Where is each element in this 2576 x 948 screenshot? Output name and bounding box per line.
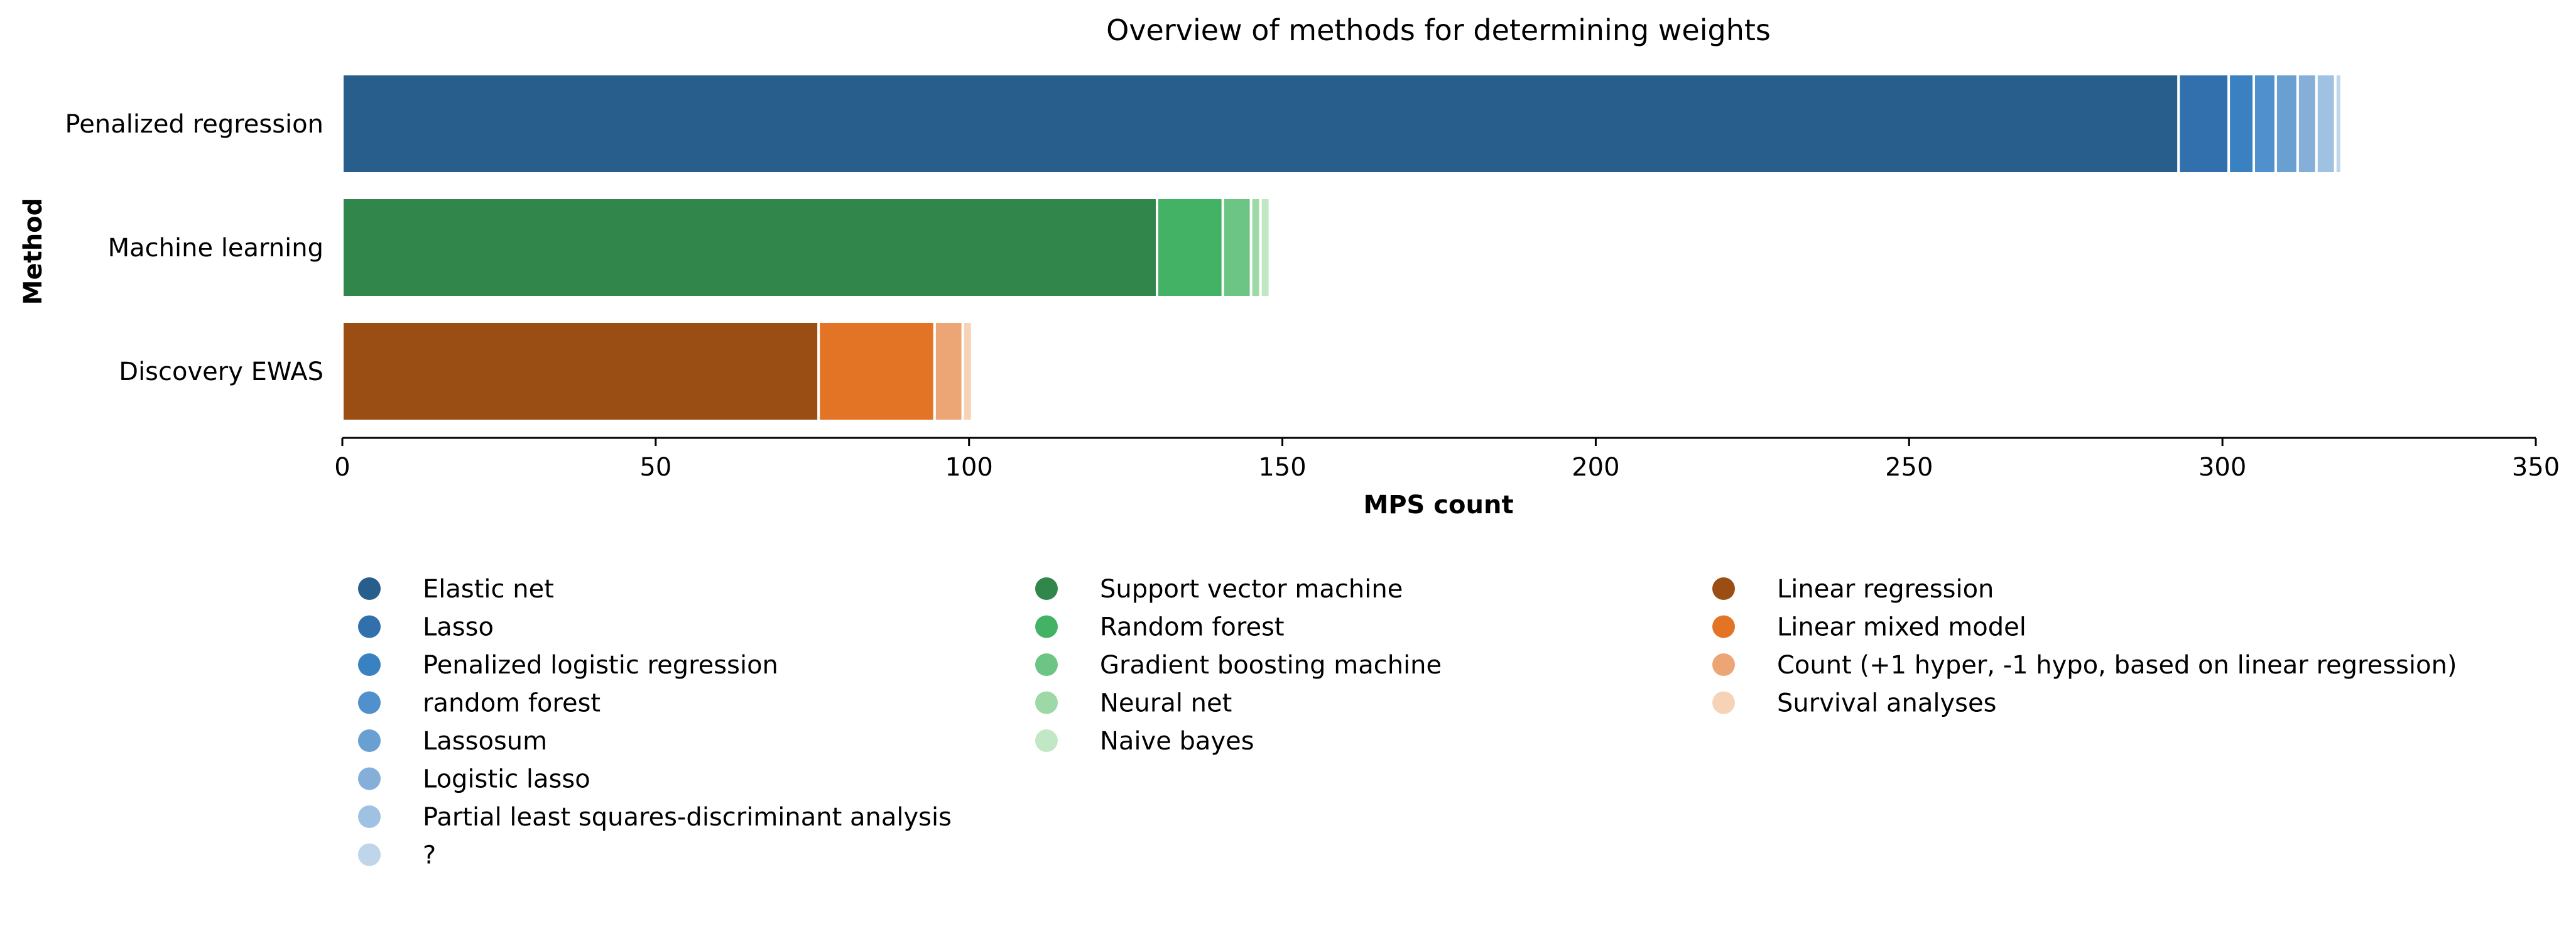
x-tick-label: 100 <box>945 453 993 482</box>
x-tick-label: 50 <box>639 453 671 482</box>
legend-label: Support vector machine <box>1100 575 1403 604</box>
bar-segment <box>2274 73 2299 175</box>
legend-marker <box>1712 691 1735 714</box>
x-axis: 0 50 100 150 200 250 300 350 <box>334 437 2560 482</box>
x-tick-label: 250 <box>1885 453 1933 482</box>
bar-segment <box>1249 197 1262 298</box>
legend-label: Gradient boosting machine <box>1100 651 1442 680</box>
bar-segment <box>933 320 964 422</box>
bars-layer <box>341 73 2343 422</box>
legend-label: Neural net <box>1100 689 1232 718</box>
bar-segment <box>2227 73 2256 175</box>
legend-label: Lassosum <box>423 727 547 756</box>
legend-marker <box>1035 615 1058 638</box>
y-tick-label: Discovery EWAS <box>119 357 323 386</box>
y-axis-label: Method <box>19 198 48 305</box>
legend-marker <box>1035 577 1058 600</box>
legend-label: Penalized logistic regression <box>423 651 778 680</box>
bar-segment <box>341 73 2180 175</box>
legend-marker <box>1035 653 1058 676</box>
legend-marker <box>358 691 381 714</box>
legend-marker <box>358 767 381 790</box>
bar-segment <box>961 320 974 422</box>
legend-marker <box>358 843 381 866</box>
x-tick-label: 200 <box>1572 453 1619 482</box>
y-tick-label: Penalized regression <box>65 110 323 139</box>
bar-segment <box>817 320 936 422</box>
legend-marker <box>358 615 381 638</box>
x-tick-label: 350 <box>2512 453 2560 482</box>
y-tick-label: Machine learning <box>108 234 323 263</box>
legend-marker <box>358 577 381 600</box>
legend-marker <box>358 805 381 828</box>
legend-label: Linear regression <box>1777 575 1994 604</box>
legend-label: ? <box>423 841 436 870</box>
bar-segment <box>1156 197 1224 298</box>
legend-marker <box>1035 691 1058 714</box>
legend-label: Random forest <box>1100 613 1285 642</box>
bar-segment <box>2253 73 2277 175</box>
legend-label: Linear mixed model <box>1777 613 2026 642</box>
bar-segment <box>2315 73 2337 175</box>
legend-label: Logistic lasso <box>423 765 590 794</box>
bar-segment <box>341 320 820 422</box>
legend-marker <box>1712 615 1735 638</box>
legend-label: random forest <box>423 689 601 718</box>
legend-marker <box>1712 653 1735 676</box>
legend-label: Survival analyses <box>1777 689 1996 718</box>
bar-segment <box>2296 73 2318 175</box>
legend-label: Naive bayes <box>1100 727 1254 756</box>
bar-segment <box>2334 73 2343 175</box>
x-tick-label: 150 <box>1258 453 1306 482</box>
x-axis-label: MPS count <box>1363 491 1513 520</box>
chart-title: Overview of methods for determining weig… <box>1106 13 1771 47</box>
legend-label: Partial least squares-discriminant analy… <box>423 803 952 832</box>
legend-label: Lasso <box>423 613 494 642</box>
legend-label: Elastic net <box>423 575 554 604</box>
x-tick-label: 0 <box>334 453 350 482</box>
bar-segment <box>1259 197 1271 298</box>
bar-segment <box>341 197 1159 298</box>
bar-segment <box>1221 197 1253 298</box>
x-tick-label: 300 <box>2198 453 2246 482</box>
y-tick-labels: Penalized regression Machine learning Disc… <box>65 110 323 386</box>
bar-segment <box>2177 73 2231 175</box>
legend-marker <box>358 653 381 676</box>
legend: Elastic net Lasso Penalized logistic regre… <box>358 575 2457 870</box>
legend-marker <box>1712 577 1735 600</box>
legend-marker <box>1035 729 1058 752</box>
legend-marker <box>358 729 381 752</box>
legend-label: Count (+1 hyper, -1 hypo, based on linea… <box>1777 651 2457 680</box>
